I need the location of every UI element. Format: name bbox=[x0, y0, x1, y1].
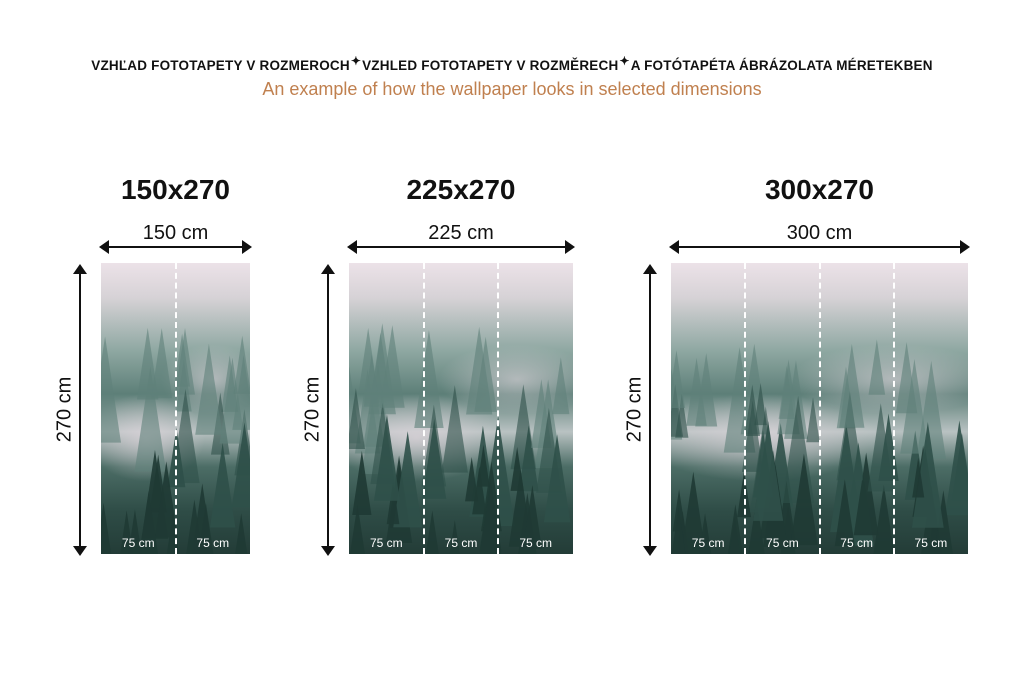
segment-label: 75 cm bbox=[914, 536, 948, 550]
segment-label: 75 cm bbox=[840, 536, 873, 550]
header-languages: VZHĽAD FOTOTAPETY V ROZMEROCH✦VZHLED FOT… bbox=[0, 54, 1024, 73]
wallpaper-preview: 75 cm 75 cm bbox=[101, 263, 250, 554]
panel-seam bbox=[818, 263, 821, 554]
header-hu: A FOTÓTAPÉTA ÁBRÁZOLATA MÉRETEKBEN bbox=[630, 58, 933, 73]
width-arrow bbox=[669, 240, 970, 254]
height-arrow bbox=[321, 264, 335, 556]
wallpaper-preview: 75 cm 75 cm 75 cm 75 cm bbox=[671, 263, 968, 554]
segment-label: 75 cm bbox=[121, 536, 155, 550]
segment-label: 75 cm bbox=[444, 536, 478, 550]
sparkle-icon: ✦ bbox=[350, 54, 362, 68]
segment-label: 75 cm bbox=[196, 536, 230, 550]
subtitle: An example of how the wallpaper looks in… bbox=[262, 79, 762, 99]
panel-title: 150x270 bbox=[120, 174, 230, 205]
segment-label: 75 cm bbox=[766, 536, 799, 550]
height-arrow bbox=[643, 264, 657, 556]
width-arrow bbox=[347, 240, 575, 254]
panel-seam bbox=[892, 263, 895, 554]
panel-seam bbox=[497, 263, 500, 554]
panel-seam bbox=[744, 263, 747, 554]
segment-label: 75 cm bbox=[691, 536, 725, 550]
width-label: 225 cm bbox=[428, 222, 494, 244]
width-label: 150 cm bbox=[142, 222, 209, 244]
header-sk: VZHĽAD FOTOTAPETY V ROZMEROCH bbox=[91, 58, 350, 73]
segment-label: 75 cm bbox=[369, 536, 403, 550]
wallpaper-preview: 75 cm 75 cm 75 cm bbox=[349, 263, 573, 554]
segment-label: 75 cm bbox=[519, 536, 552, 550]
panel-title: 300x270 bbox=[764, 174, 874, 205]
height-label: 270 cm bbox=[623, 376, 646, 443]
panel-seam bbox=[174, 263, 177, 554]
sparkle-icon: ✦ bbox=[619, 54, 630, 68]
panel-title: 225x270 bbox=[406, 174, 516, 205]
width-arrow bbox=[99, 240, 252, 254]
header-cz: VZHLED FOTOTAPETY V ROZMĚRECH bbox=[362, 58, 619, 73]
height-label: 270 cm bbox=[53, 376, 76, 443]
width-label: 300 cm bbox=[786, 222, 853, 244]
panel-seam bbox=[422, 263, 425, 554]
height-label: 270 cm bbox=[301, 376, 324, 443]
height-arrow bbox=[73, 264, 87, 556]
